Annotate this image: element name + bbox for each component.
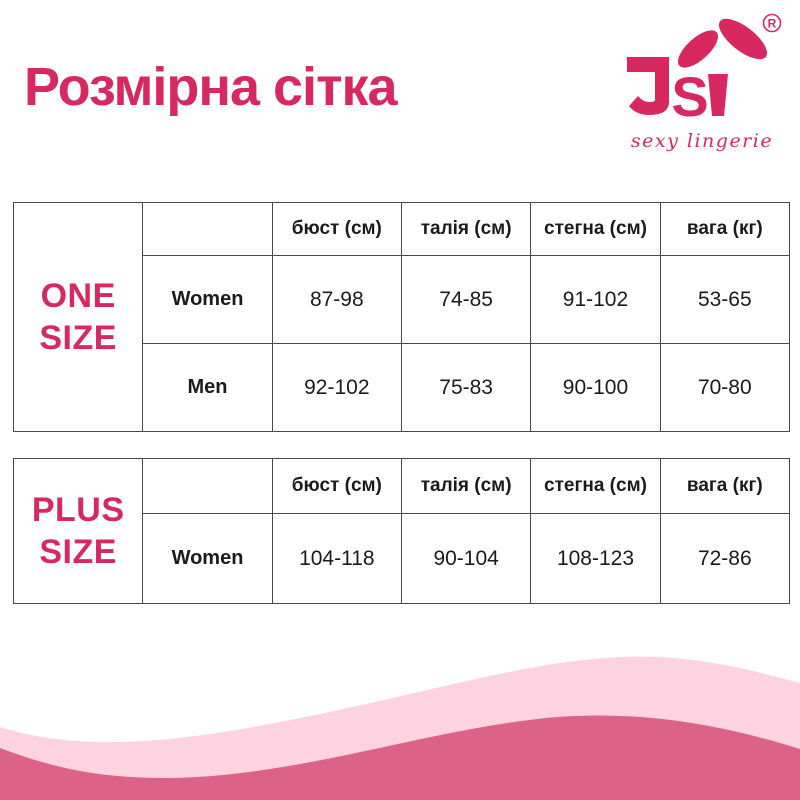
cell-weight: 70-80 bbox=[659, 343, 791, 432]
cell-hips: 91-102 bbox=[530, 255, 661, 344]
logo-letter-s: S bbox=[671, 65, 708, 128]
registered-mark-circle bbox=[762, 13, 782, 33]
logo-letter-y-stem bbox=[708, 74, 728, 116]
wave-dark-shape bbox=[0, 715, 800, 800]
one-size-table: ONE SIZE бюст (см) талія (см) стегна (см… bbox=[12, 202, 791, 432]
cell-waist: 90-104 bbox=[400, 513, 532, 604]
row-label-women: Women bbox=[142, 255, 273, 344]
corner-cell bbox=[142, 458, 273, 514]
cell-bust: 104-118 bbox=[271, 513, 402, 604]
one-size-label: ONE SIZE bbox=[12, 202, 144, 432]
cell-waist: 74-85 bbox=[400, 255, 532, 344]
wave-decoration bbox=[0, 656, 800, 800]
column-header-waist: талія (см) bbox=[400, 202, 532, 256]
logo-letter-j-shape bbox=[627, 57, 669, 115]
cell-weight: 72-86 bbox=[659, 513, 791, 604]
cell-hips: 108-123 bbox=[530, 513, 661, 604]
cell-hips: 90-100 bbox=[530, 343, 661, 432]
brand-tagline: sexy lingerie bbox=[631, 130, 773, 152]
table-row: Women 104-118 90-104 108-123 72-86 bbox=[14, 513, 791, 604]
cell-weight: 53-65 bbox=[659, 255, 791, 344]
logo-leaf-left-icon bbox=[678, 30, 718, 68]
column-header-weight: вага (кг) bbox=[659, 202, 791, 256]
column-header-bust: бюст (см) bbox=[271, 458, 402, 514]
table-row: Men 92-102 75-83 90-100 70-80 bbox=[14, 343, 791, 432]
row-label-men: Men bbox=[142, 343, 273, 432]
page-title: Розмірна сітка bbox=[24, 57, 398, 117]
column-header-bust: бюст (см) bbox=[271, 202, 402, 256]
registered-mark-letter: R bbox=[768, 17, 777, 31]
logo-leaf-right-icon bbox=[718, 18, 768, 60]
row-label-women: Women bbox=[142, 513, 273, 604]
corner-cell bbox=[142, 202, 273, 256]
plus-size-table: PLUS SIZE бюст (см) талія (см) стегна (с… bbox=[12, 458, 791, 604]
table-row: Women 87-98 74-85 91-102 53-65 bbox=[14, 255, 791, 344]
column-header-hips: стегна (см) bbox=[530, 458, 661, 514]
column-header-weight: вага (кг) bbox=[659, 458, 791, 514]
column-header-waist: талія (см) bbox=[400, 458, 532, 514]
cell-bust: 92-102 bbox=[271, 343, 402, 432]
cell-waist: 75-83 bbox=[400, 343, 532, 432]
plus-size-label: PLUS SIZE bbox=[12, 458, 144, 604]
brand-logo: S R sexy lingerie bbox=[627, 13, 782, 152]
column-header-hips: стегна (см) bbox=[530, 202, 661, 256]
cell-bust: 87-98 bbox=[271, 255, 402, 344]
